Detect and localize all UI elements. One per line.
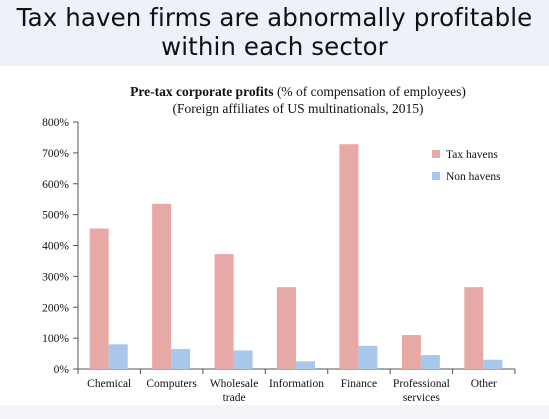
- y-tick-label: 100%: [42, 333, 69, 345]
- bar-tax-havens: [214, 254, 234, 369]
- legend-label: Tax havens: [446, 149, 498, 161]
- chart-title-bold: Pre-tax corporate profits: [130, 84, 273, 99]
- y-tick-label: 200%: [42, 302, 69, 314]
- x-axis: Chemical Computers Wholesale trade Informati…: [77, 368, 516, 404]
- bar-non-havens: [108, 344, 128, 369]
- bar-non-havens: [296, 361, 315, 369]
- bar-non-havens: [358, 345, 378, 369]
- x-tick-label: services: [403, 392, 441, 404]
- legend-label: Non havens: [446, 171, 501, 183]
- slide-title-line-1: Tax haven firms are abnormally profitabl…: [16, 3, 533, 32]
- bar-tax-havens: [152, 203, 172, 369]
- bar-tax-havens: [401, 335, 421, 369]
- legend-swatch: [432, 172, 440, 180]
- slide-header: [0, 0, 549, 66]
- y-tick-label: 300%: [42, 271, 69, 283]
- chart-title-rest: (% of compensation of employees): [274, 84, 466, 99]
- y-tick-label: 0%: [54, 364, 70, 376]
- y-tick-label: 800%: [42, 117, 69, 129]
- x-tick-label: Finance: [341, 378, 377, 390]
- x-tick-label: Chemical: [87, 378, 131, 390]
- x-tick-label: Information: [269, 378, 324, 390]
- legend: Tax havens Non havens: [432, 149, 501, 183]
- x-tick-label: Professional: [393, 378, 450, 390]
- bottom-band: [0, 405, 549, 419]
- slide-title-line-2: within each sector: [161, 32, 388, 61]
- bar-non-havens: [483, 359, 503, 369]
- x-tick-label: trade: [223, 392, 246, 404]
- y-tick-label: 600%: [42, 179, 69, 191]
- bar-non-havens: [171, 348, 191, 369]
- x-tick-label: Other: [471, 378, 497, 390]
- bar-tax-havens: [339, 144, 359, 369]
- chart-title: Pre-tax corporate profits (% of compensa…: [130, 84, 466, 99]
- chart-subtitle: (Foreign affiliates of US multinationals…: [173, 101, 424, 116]
- bar-non-havens: [233, 350, 253, 369]
- slide-title: Tax haven firms are abnormally profitabl…: [0, 3, 549, 61]
- y-tick-label: 700%: [42, 148, 69, 160]
- bar-tax-havens: [464, 287, 484, 369]
- y-tick-label: 400%: [42, 241, 69, 253]
- bars: [89, 144, 503, 369]
- x-tick-label: Wholesale: [210, 378, 259, 390]
- legend-swatch: [432, 150, 440, 158]
- bar-non-havens: [420, 355, 440, 369]
- x-tick-label: Computers: [146, 378, 197, 390]
- y-tick-label: 500%: [42, 210, 69, 222]
- bar-tax-havens: [277, 287, 296, 369]
- y-axis: 0% 100% 200% 300% 400% 500% 600% 700% 800%: [42, 117, 79, 376]
- bar-tax-havens: [89, 228, 109, 369]
